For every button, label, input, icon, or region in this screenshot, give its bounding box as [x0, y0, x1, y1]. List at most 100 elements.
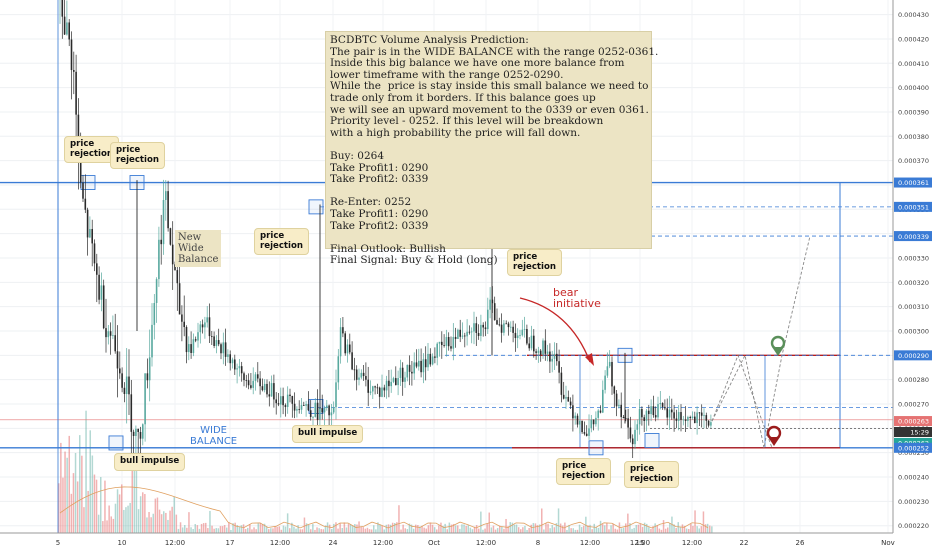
candle-body	[675, 418, 678, 421]
volume-bar	[165, 512, 167, 533]
price-tag-label: 0.000290	[898, 352, 929, 360]
candle-body	[516, 335, 519, 339]
candle-body	[208, 317, 211, 337]
candle-body	[397, 377, 399, 386]
volume-bars	[58, 410, 713, 533]
candle-body	[694, 416, 696, 424]
candle-body	[597, 410, 599, 418]
volume-bar	[289, 528, 291, 533]
candle-body	[682, 419, 685, 421]
candle-body	[250, 385, 252, 388]
volume-bar	[244, 529, 247, 533]
candle-body	[700, 412, 703, 416]
volume-bar	[662, 520, 665, 533]
volume-bar	[383, 529, 385, 533]
volume-bar	[536, 525, 539, 533]
price-axis[interactable]: 0.000430 0.000420 0.000410 0.000400 0.000390…	[892, 0, 932, 533]
candle-body	[309, 410, 312, 417]
retest-scenario-path	[711, 354, 773, 448]
volume-bar	[440, 522, 442, 533]
volume-bar	[211, 525, 213, 533]
candle-body	[204, 322, 206, 328]
volume-bar	[379, 524, 381, 533]
volume-bar	[249, 523, 251, 533]
projection-path	[519, 235, 811, 448]
volume-bar	[297, 525, 299, 533]
candle-body	[625, 418, 627, 419]
volume-bar	[419, 526, 421, 533]
candle-body	[121, 373, 123, 388]
candle-body	[464, 335, 466, 337]
volume-bar	[387, 524, 390, 533]
volume-bar	[557, 508, 560, 533]
candle-body	[698, 412, 701, 414]
candle-body	[284, 405, 287, 407]
volume-bar	[486, 523, 488, 533]
volume-bar	[221, 526, 224, 533]
candle-body	[275, 399, 277, 404]
volume-bar	[444, 523, 446, 533]
candle-body	[188, 344, 190, 353]
analysis-note[interactable]: BCDBTC Volume Analysis Prediction: The p…	[325, 31, 658, 266]
candle-body	[252, 380, 254, 388]
volume-bar	[597, 527, 600, 533]
candle-body	[240, 366, 243, 374]
candle-body	[457, 329, 459, 339]
candle-body	[556, 353, 558, 362]
candle-body	[634, 429, 636, 445]
candle-body	[565, 396, 567, 399]
level-marker	[108, 435, 124, 451]
volume-bar	[175, 514, 178, 533]
candle-body	[199, 324, 202, 333]
volume-bar	[349, 524, 352, 533]
candle-body	[293, 403, 296, 411]
volume-bar	[169, 510, 171, 533]
candle-body	[521, 329, 524, 336]
candle-body	[160, 239, 162, 245]
candle-body	[668, 409, 671, 418]
volume-bar	[160, 514, 163, 533]
volume-bar	[461, 524, 463, 533]
new-wide-balance-label: New Wide Balance	[175, 230, 222, 267]
candle-body	[376, 387, 379, 389]
volume-bar	[356, 524, 358, 533]
time-tick-label: 12:00	[373, 539, 393, 547]
candle-body	[705, 415, 708, 421]
volume-bar	[608, 529, 610, 533]
candle-body	[385, 380, 388, 391]
candle-body	[473, 323, 475, 332]
volume-bar	[364, 528, 367, 533]
time-tick-label: Oct	[428, 539, 440, 547]
candle-body	[549, 351, 551, 362]
candle-body	[388, 380, 390, 387]
candle-body	[335, 382, 337, 408]
candle-body	[572, 405, 574, 419]
volume-bar	[694, 510, 696, 533]
volume-bar	[442, 525, 444, 533]
volume-bar	[463, 524, 465, 533]
volume-bar	[622, 527, 625, 533]
bull-scenario-path	[711, 235, 811, 448]
candle-body	[116, 351, 119, 369]
candle-body	[707, 420, 710, 426]
candle-body	[445, 337, 448, 346]
volume-bar	[272, 528, 274, 533]
candle-body	[86, 209, 89, 238]
volume-bar	[412, 528, 415, 533]
candle-body	[569, 401, 572, 406]
stop-pin-tip	[768, 437, 780, 446]
volume-bar	[627, 513, 629, 533]
candle-body	[349, 344, 351, 353]
bear-initiative-label: bear initiative	[553, 286, 601, 310]
volume-bar	[475, 525, 478, 533]
candle-body	[217, 340, 220, 345]
price-rejection-label: price rejection	[507, 249, 563, 277]
volume-bar	[257, 523, 259, 533]
candle-body	[441, 341, 443, 346]
time-axis[interactable]: 5 10 12:00 17 12:00 24 12:00 Oct 12:00 8 12:00 12:0…	[0, 532, 895, 547]
volume-bar	[396, 522, 398, 533]
volume-bar	[591, 529, 593, 533]
candle-body	[132, 431, 135, 436]
volume-bar	[494, 529, 497, 533]
